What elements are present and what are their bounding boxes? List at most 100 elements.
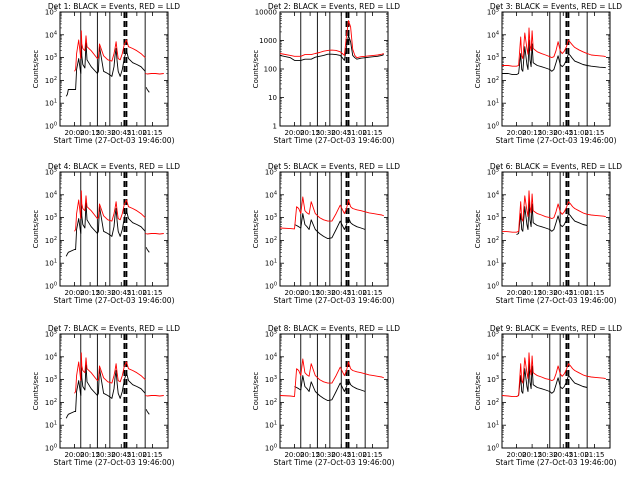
x-axis-label: Start Time (27-Oct-03 19:46:00) (495, 458, 616, 467)
x-axis-label: Start Time (27-Oct-03 19:46:00) (53, 136, 174, 145)
panel-det-7: 10010110210310410520:0020:1520:3020:4521… (32, 324, 180, 467)
x-tick-label: 21:00 (347, 289, 367, 297)
x-tick-label: 20:45 (553, 129, 573, 137)
x-tick-label: 20:00 (64, 129, 84, 137)
y-tick-label: 105 (45, 330, 57, 339)
x-tick-label: 20:45 (553, 451, 573, 459)
series-events (294, 213, 366, 240)
y-axis-label: Counts/sec (252, 210, 260, 249)
y-tick-label: 104 (487, 352, 499, 361)
plot-frame (59, 171, 169, 287)
y-tick-label: 100 (45, 444, 57, 453)
series-lld (145, 73, 164, 75)
panel-det-4: 10010110210310410520:0020:1520:3020:4521… (32, 162, 180, 305)
plot-frame (279, 171, 389, 287)
x-axis-label: Start Time (27-Oct-03 19:46:00) (495, 136, 616, 145)
x-tick-label: 20:45 (111, 129, 131, 137)
plot-frame (279, 11, 389, 127)
panel-det-9: 10010110210310410520:0020:1520:3020:4521… (474, 324, 622, 467)
x-tick-label: 21:15 (584, 451, 604, 459)
x-tick-label: 20:00 (284, 451, 304, 459)
x-tick-label: 20:45 (331, 451, 351, 459)
x-tick-label: 20:30 (538, 451, 558, 459)
panel-title: Det 4: BLACK = Events, RED = LLD (48, 162, 180, 171)
y-tick-label: 102 (265, 398, 277, 407)
series-lld (74, 30, 146, 72)
panel-det-3: 10010110210310410520:0020:1520:3020:4521… (474, 2, 622, 145)
x-tick-label: 21:15 (362, 451, 382, 459)
x-tick-label: 20:45 (553, 289, 573, 297)
y-tick-label: 101 (265, 259, 277, 268)
x-tick-label: 21:00 (569, 451, 589, 459)
y-tick-label: 102 (487, 236, 499, 245)
x-tick-label: 20:45 (331, 129, 351, 137)
x-tick-label: 20:00 (506, 289, 526, 297)
y-tick-label: 105 (45, 8, 57, 17)
y-tick-label: 100 (45, 122, 57, 131)
panel-det-8: 10010110210310410520:0020:1520:3020:4521… (252, 324, 400, 467)
panel-title: Det 3: BLACK = Events, RED = LLD (490, 2, 622, 11)
y-tick-label: 101 (265, 421, 277, 430)
y-tick-label: 104 (45, 352, 57, 361)
y-axis-label: Counts/sec (32, 50, 40, 89)
y-axis-label: Counts/sec (32, 210, 40, 249)
series-events (516, 361, 588, 397)
y-tick-label: 1000 (259, 37, 277, 45)
y-axis-label: Counts/sec (474, 50, 482, 89)
series-events (145, 409, 150, 415)
x-tick-label: 21:00 (127, 451, 147, 459)
plot-frame (501, 171, 611, 287)
y-tick-label: 102 (265, 236, 277, 245)
panel-title: Det 6: BLACK = Events, RED = LLD (490, 162, 622, 171)
plot-frame (59, 11, 169, 127)
y-tick-label: 101 (45, 99, 57, 108)
x-tick-label: 20:45 (111, 451, 131, 459)
x-tick-label: 20:30 (316, 451, 336, 459)
y-tick-label: 100 (264, 66, 277, 74)
x-tick-label: 20:30 (316, 129, 336, 137)
panel-title: Det 5: BLACK = Events, RED = LLD (268, 162, 400, 171)
plot-frame (59, 333, 169, 449)
series-lld (279, 358, 384, 398)
y-tick-label: 105 (487, 168, 499, 177)
y-tick-label: 103 (487, 375, 499, 384)
y-tick-label: 10000 (255, 9, 277, 17)
x-tick-label: 20:45 (111, 289, 131, 297)
series-lld (74, 352, 146, 394)
x-tick-label: 21:00 (127, 289, 147, 297)
y-tick-label: 105 (487, 8, 499, 17)
x-tick-label: 21:15 (142, 451, 162, 459)
series-lld (74, 190, 146, 232)
y-tick-label: 104 (265, 190, 277, 199)
plot-frame (501, 11, 611, 127)
panel-det-6: 10010110210310410520:0020:1520:3020:4521… (474, 162, 622, 305)
panel-title: Det 8: BLACK = Events, RED = LLD (268, 324, 400, 333)
x-tick-label: 20:30 (96, 129, 116, 137)
x-tick-label: 20:15 (80, 451, 100, 459)
x-tick-label: 20:15 (300, 451, 320, 459)
x-tick-label: 20:45 (331, 289, 351, 297)
x-tick-label: 21:00 (569, 129, 589, 137)
y-tick-label: 102 (487, 76, 499, 85)
x-tick-label: 21:00 (127, 129, 147, 137)
x-tick-label: 20:15 (300, 129, 320, 137)
y-tick-label: 101 (487, 259, 499, 268)
series-events (294, 375, 366, 402)
series-events (502, 39, 606, 76)
x-tick-label: 21:00 (569, 289, 589, 297)
y-tick-label: 103 (45, 375, 57, 384)
panel-title: Det 7: BLACK = Events, RED = LLD (48, 324, 180, 333)
series-events (279, 35, 384, 61)
y-tick-label: 103 (265, 213, 277, 222)
series-lld (501, 190, 606, 233)
panel-det-5: 10010110210310410520:0020:1520:3020:4521… (252, 162, 400, 305)
x-tick-label: 21:15 (584, 129, 604, 137)
y-tick-label: 100 (487, 282, 499, 291)
x-tick-label: 20:00 (284, 129, 304, 137)
x-tick-label: 20:00 (506, 129, 526, 137)
x-tick-label: 20:30 (538, 129, 558, 137)
x-tick-label: 20:30 (96, 451, 116, 459)
x-tick-label: 21:15 (142, 129, 162, 137)
y-tick-label: 104 (265, 352, 277, 361)
